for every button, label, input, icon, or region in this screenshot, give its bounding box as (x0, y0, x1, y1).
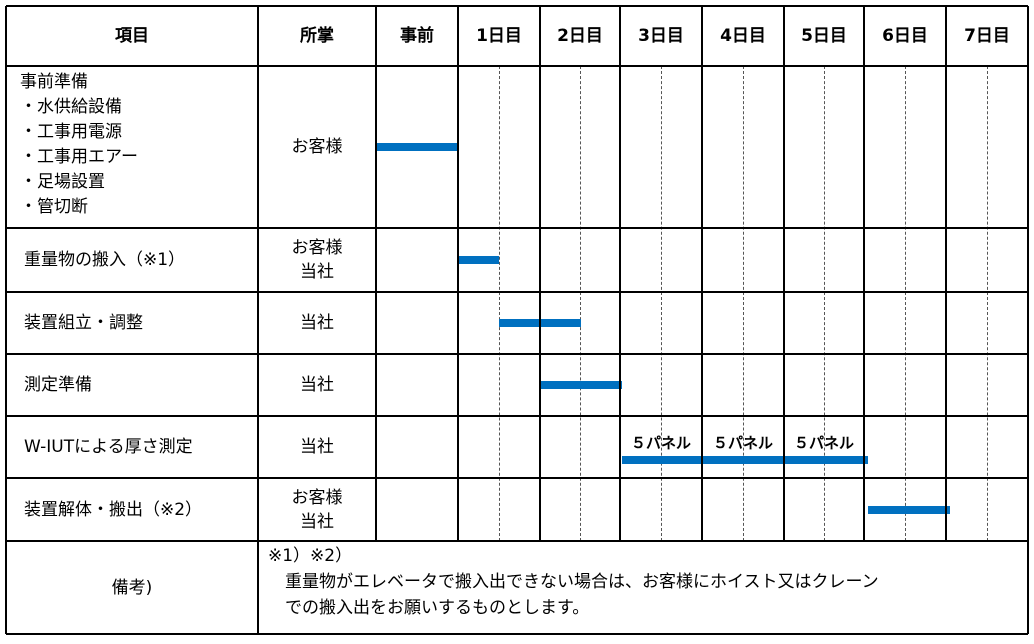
task-owner: 当社 (258, 416, 376, 478)
header-day-4: 4日目 (720, 26, 766, 46)
task-owner-line: 当社 (300, 313, 334, 333)
bar-label: ５パネル (630, 434, 691, 452)
header-day-0: 事前 (400, 26, 434, 46)
column-divider (1027, 6, 1029, 634)
bar-label: ５パネル (712, 434, 773, 452)
half-day-divider (824, 66, 825, 541)
task-name-line: 事前準備 (20, 72, 88, 92)
gantt-bar (540, 381, 622, 389)
header-day-7: 7日目 (964, 26, 1010, 46)
gantt-bar (376, 143, 458, 151)
row-divider (6, 540, 1028, 542)
column-divider (375, 6, 377, 541)
task-owner-line: 当社 (300, 375, 334, 395)
remarks-line: ※1）※2） (268, 546, 353, 566)
column-divider (701, 6, 703, 541)
task-name: 重量物の搬入（※1） (24, 250, 186, 270)
task-name: 事前準備・水供給設備 ・工事用電源 ・工事用エアー ・足場設置・管切断 (20, 70, 138, 220)
task-name-line: ・水供給設備 (20, 97, 122, 117)
task-owner: 当社 (258, 354, 376, 416)
task-owner-line: お客様 (291, 487, 343, 508)
header-day-3: 3日目 (638, 26, 684, 46)
row-divider (6, 415, 1028, 417)
gantt-bar (622, 456, 868, 464)
header-owner: 所掌 (300, 26, 334, 46)
row-divider (6, 633, 1028, 635)
header-day-1: 1日目 (476, 26, 522, 46)
column-divider (783, 6, 785, 541)
header-day-5: 5日目 (801, 26, 847, 46)
half-day-divider (580, 66, 581, 541)
remarks-line: での搬入出をお願いするものとします。 (268, 598, 590, 618)
remarks-label: 備考) (111, 577, 153, 598)
task-name-line: ・工事用エアー (20, 147, 138, 167)
task-owner: お客様 (258, 66, 376, 228)
row-divider (6, 5, 1028, 7)
header-item: 項目 (115, 26, 149, 46)
header-day-6: 6日目 (882, 26, 928, 46)
task-owner-line: お客様 (291, 137, 343, 157)
task-name: 測定準備 (24, 375, 92, 395)
column-divider (945, 6, 947, 541)
task-owner-line: 当社 (300, 437, 334, 457)
remarks-line: 重量物がエレベータで搬入出できない場合は、お客様にホイスト又はクレーン (268, 572, 879, 592)
column-divider (5, 6, 7, 634)
task-name: 装置解体・搬出（※2） (24, 499, 203, 520)
half-day-divider (743, 66, 744, 541)
task-name-line: ・工事用電源 (20, 122, 122, 142)
task-owner-line: 当社 (300, 262, 334, 282)
task-name-line: ・管切断 (20, 197, 88, 217)
remarks-text: ※1）※2） 重量物がエレベータで搬入出できない場合は、お客様にホイスト又はクレ… (268, 543, 879, 621)
header-day-2: 2日目 (557, 26, 603, 46)
task-name-line: ・足場設置 (20, 172, 105, 192)
half-day-divider (661, 66, 662, 541)
column-divider (457, 6, 459, 541)
half-day-divider (987, 66, 988, 541)
row-divider (6, 353, 1028, 355)
task-owner-line: お客様 (291, 238, 343, 258)
task-name: 装置組立・調整 (24, 313, 143, 333)
row-divider (6, 291, 1028, 293)
half-day-divider (905, 66, 906, 541)
task-owner: お客様 当社 (258, 228, 376, 292)
gantt-bar (458, 256, 499, 264)
bar-label: ５パネル (793, 434, 854, 452)
row-divider (6, 477, 1028, 479)
column-divider (257, 6, 259, 634)
task-owner: お客様 当社 (258, 478, 376, 541)
column-divider (863, 6, 865, 541)
task-owner-line: 当社 (300, 511, 334, 532)
column-divider (539, 6, 541, 541)
row-divider (6, 227, 1028, 229)
half-day-divider (499, 66, 500, 541)
column-divider (619, 6, 621, 541)
row-divider (6, 65, 1028, 67)
task-name: W-IUTによる厚さ測定 (24, 437, 193, 457)
task-owner: 当社 (258, 292, 376, 354)
gantt-bar (868, 506, 950, 514)
